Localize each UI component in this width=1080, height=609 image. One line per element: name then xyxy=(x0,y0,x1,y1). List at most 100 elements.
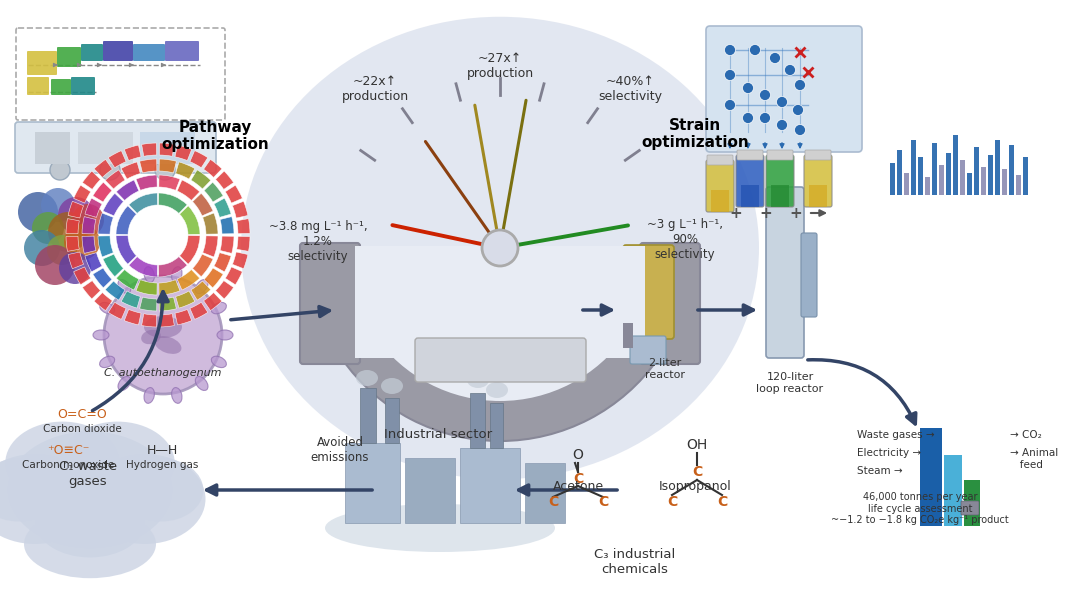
Circle shape xyxy=(750,44,760,55)
FancyBboxPatch shape xyxy=(27,77,49,95)
FancyBboxPatch shape xyxy=(345,443,400,523)
Wedge shape xyxy=(73,185,91,203)
Wedge shape xyxy=(85,198,102,217)
Circle shape xyxy=(743,82,754,94)
Text: ~27x↑
production: ~27x↑ production xyxy=(467,52,534,80)
FancyBboxPatch shape xyxy=(809,185,827,207)
Circle shape xyxy=(64,224,100,260)
FancyBboxPatch shape xyxy=(623,245,674,339)
FancyBboxPatch shape xyxy=(300,243,360,364)
FancyBboxPatch shape xyxy=(801,233,816,317)
Wedge shape xyxy=(105,281,125,300)
Text: 46,000 tonnes per year
life cycle assessment
~−1.2 to −1.8 kg CO₂e kg⁻¹ product: 46,000 tonnes per year life cycle assess… xyxy=(832,492,1009,525)
FancyBboxPatch shape xyxy=(981,167,986,195)
FancyBboxPatch shape xyxy=(103,41,133,61)
Ellipse shape xyxy=(144,316,183,338)
FancyBboxPatch shape xyxy=(946,153,951,195)
Ellipse shape xyxy=(144,267,154,283)
Ellipse shape xyxy=(212,303,227,314)
Wedge shape xyxy=(232,202,248,218)
FancyBboxPatch shape xyxy=(932,143,937,195)
FancyBboxPatch shape xyxy=(57,47,81,67)
Wedge shape xyxy=(226,267,242,285)
Wedge shape xyxy=(82,236,96,253)
FancyBboxPatch shape xyxy=(470,393,485,448)
Circle shape xyxy=(784,65,796,76)
Wedge shape xyxy=(220,217,234,234)
FancyBboxPatch shape xyxy=(355,246,645,358)
Text: C: C xyxy=(692,465,702,479)
Wedge shape xyxy=(139,159,157,173)
Ellipse shape xyxy=(35,485,145,557)
Ellipse shape xyxy=(141,329,161,344)
Text: Waste gases →: Waste gases → xyxy=(858,430,934,440)
Text: C₃ industrial
chemicals: C₃ industrial chemicals xyxy=(594,548,676,576)
Text: → Animal
   feed: → Animal feed xyxy=(1010,448,1058,470)
Wedge shape xyxy=(116,206,136,234)
Wedge shape xyxy=(204,292,221,311)
Text: ~3.8 mg L⁻¹ h⁻¹,
1.2%
selectivity: ~3.8 mg L⁻¹ h⁻¹, 1.2% selectivity xyxy=(269,220,367,263)
Wedge shape xyxy=(98,236,113,257)
Wedge shape xyxy=(190,302,207,319)
FancyBboxPatch shape xyxy=(133,44,165,61)
Text: ~22x↑
production: ~22x↑ production xyxy=(341,75,408,103)
FancyBboxPatch shape xyxy=(15,122,216,173)
Wedge shape xyxy=(214,198,231,217)
FancyBboxPatch shape xyxy=(140,132,195,164)
FancyBboxPatch shape xyxy=(525,463,565,523)
Wedge shape xyxy=(220,236,234,253)
Wedge shape xyxy=(214,253,231,272)
FancyBboxPatch shape xyxy=(737,150,762,160)
Circle shape xyxy=(59,252,91,284)
Wedge shape xyxy=(191,170,211,189)
Wedge shape xyxy=(103,193,123,216)
Wedge shape xyxy=(159,280,180,295)
FancyBboxPatch shape xyxy=(924,177,930,195)
Wedge shape xyxy=(124,309,141,325)
Wedge shape xyxy=(121,291,140,308)
Wedge shape xyxy=(159,175,180,191)
FancyBboxPatch shape xyxy=(460,448,519,523)
FancyBboxPatch shape xyxy=(964,480,980,526)
Ellipse shape xyxy=(241,17,759,479)
Ellipse shape xyxy=(144,387,154,403)
FancyBboxPatch shape xyxy=(904,173,909,195)
Ellipse shape xyxy=(93,330,109,340)
Ellipse shape xyxy=(84,454,205,544)
Ellipse shape xyxy=(325,504,555,552)
Ellipse shape xyxy=(60,421,175,504)
Circle shape xyxy=(759,113,770,124)
Circle shape xyxy=(50,160,70,180)
FancyBboxPatch shape xyxy=(1009,145,1014,195)
Text: Pathway
optimization: Pathway optimization xyxy=(161,120,269,152)
FancyBboxPatch shape xyxy=(71,77,95,95)
FancyBboxPatch shape xyxy=(706,160,734,212)
Wedge shape xyxy=(66,219,79,234)
Circle shape xyxy=(743,113,754,124)
Wedge shape xyxy=(192,193,213,216)
Text: Industrial sector: Industrial sector xyxy=(383,428,492,441)
Wedge shape xyxy=(94,160,112,177)
Wedge shape xyxy=(175,309,192,325)
FancyBboxPatch shape xyxy=(944,455,962,526)
Wedge shape xyxy=(232,252,248,269)
Circle shape xyxy=(795,124,806,135)
Wedge shape xyxy=(159,256,187,277)
FancyBboxPatch shape xyxy=(735,155,764,207)
FancyBboxPatch shape xyxy=(771,185,789,207)
Circle shape xyxy=(18,192,58,232)
Text: Carbon monoxide: Carbon monoxide xyxy=(22,460,114,470)
Text: C₁ waste
gases: C₁ waste gases xyxy=(59,460,117,488)
FancyBboxPatch shape xyxy=(27,51,57,75)
Ellipse shape xyxy=(195,280,208,294)
FancyBboxPatch shape xyxy=(711,190,729,212)
Wedge shape xyxy=(177,270,200,290)
FancyBboxPatch shape xyxy=(706,26,862,152)
Text: Hydrogen gas: Hydrogen gas xyxy=(125,460,199,470)
Circle shape xyxy=(24,230,60,266)
Circle shape xyxy=(793,105,804,116)
Text: 120-liter
loop reactor: 120-liter loop reactor xyxy=(756,372,824,393)
FancyBboxPatch shape xyxy=(897,150,902,195)
Wedge shape xyxy=(216,171,233,189)
Wedge shape xyxy=(190,150,207,167)
